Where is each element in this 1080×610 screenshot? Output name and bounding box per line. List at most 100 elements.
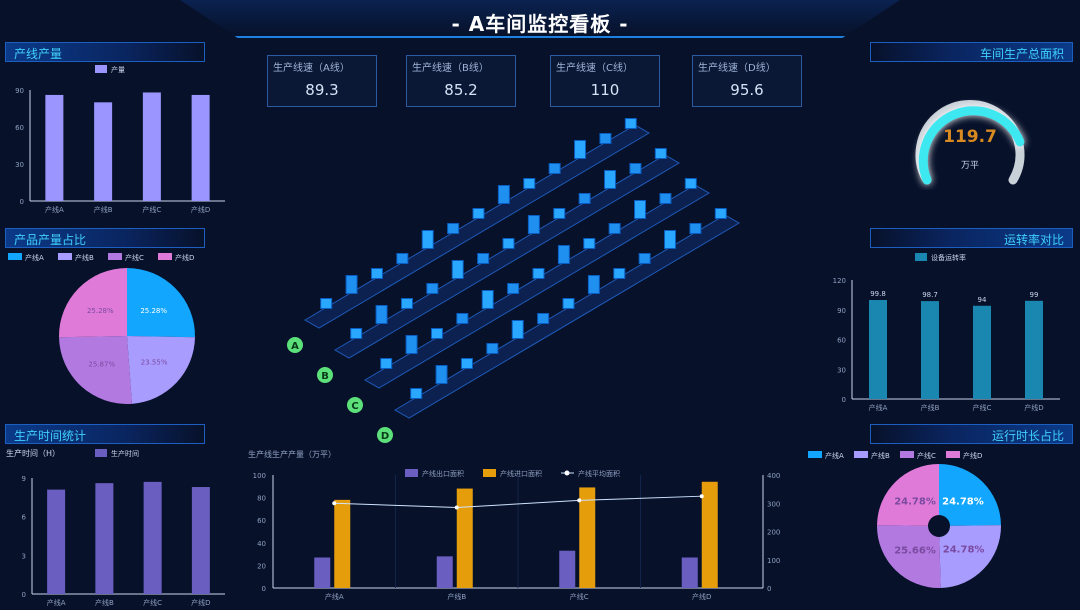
card-label: 生产线速（A线） xyxy=(273,63,350,74)
machine-unit xyxy=(511,320,524,339)
machine-unit xyxy=(486,343,499,354)
legend-swatch xyxy=(915,253,927,261)
card-label: 生产线速（B线） xyxy=(412,63,489,74)
bar-产线B xyxy=(921,301,939,399)
machine-unit xyxy=(608,223,621,234)
line-marker-C xyxy=(347,397,363,413)
data-label: 98.7 xyxy=(922,291,938,299)
card-value: 110 xyxy=(590,81,620,99)
machine-unit xyxy=(629,163,642,174)
line-point xyxy=(577,498,582,503)
legend-swatch xyxy=(58,253,72,260)
production-line-B xyxy=(334,148,680,359)
y2-tick-label: 300 xyxy=(767,500,780,508)
card-value: 85.2 xyxy=(444,81,478,99)
bar-产线C xyxy=(973,305,991,399)
machine-unit xyxy=(654,148,667,159)
line-series xyxy=(334,495,702,508)
conveyor-platform xyxy=(364,184,710,389)
y2-tick-label: 400 xyxy=(767,472,780,480)
legend-swatch xyxy=(483,469,496,477)
page-title: - A车间监控看板 - xyxy=(451,12,629,36)
machine-unit xyxy=(574,140,587,159)
y2-tick-label: 0 xyxy=(767,585,771,593)
machine-unit xyxy=(497,185,510,204)
card-label: 生产线速（D线） xyxy=(698,63,776,74)
legend-label: 产线平均面积 xyxy=(578,469,620,478)
y-axis-label: 生产时间（H） xyxy=(6,448,60,458)
legend-label: 产线C xyxy=(125,253,144,262)
line-point xyxy=(454,505,459,510)
line-speed-card-d: 生产线速（D线） 95.6 xyxy=(692,55,802,107)
machine-unit xyxy=(460,358,473,369)
y-tick-label: 90 xyxy=(837,307,846,315)
x-tick-label: 产线C xyxy=(142,205,161,214)
pie-slice-产线D xyxy=(59,268,127,338)
slice-label: 25.87% xyxy=(88,361,115,369)
machine-unit xyxy=(684,178,697,189)
slice-label: 25.66% xyxy=(894,545,936,556)
x-tick-label: 产线C xyxy=(143,598,162,607)
machine-unit xyxy=(502,238,515,249)
data-label: 99 xyxy=(1030,291,1039,299)
card-value: 95.6 xyxy=(730,81,764,99)
data-label: 99.8 xyxy=(870,290,886,298)
machine-unit xyxy=(472,208,485,219)
x-tick-label: 产线A xyxy=(325,592,344,601)
machine-unit xyxy=(451,260,464,279)
machine-unit xyxy=(447,223,460,234)
legend-marker xyxy=(564,470,570,476)
line-output-chart: 产量 0 30 60 90 产线A 产线B 产线C 产线D xyxy=(15,65,225,214)
bar-产线D xyxy=(1025,300,1043,399)
machine-unit xyxy=(507,283,520,294)
header-frame xyxy=(180,0,900,38)
legend-label: 产线D xyxy=(175,253,194,262)
factory-illustration: A B C D xyxy=(287,118,740,443)
slice-label: 24.78% xyxy=(942,497,984,508)
x-tick-label: 产线C xyxy=(570,592,589,601)
legend-swatch xyxy=(108,253,122,260)
y-tick-label: 60 xyxy=(257,517,266,525)
x-tick-label: 产线D xyxy=(692,592,711,601)
bar-产线出口面积 xyxy=(314,557,331,588)
x-tick-label: 产线B xyxy=(95,598,114,607)
machine-unit xyxy=(689,223,702,234)
panel-title-run-share: 运行时长占比 xyxy=(870,424,1073,444)
machine-unit xyxy=(477,253,490,264)
bar-产线进口面积 xyxy=(334,499,351,588)
pie-slice-产线A xyxy=(939,464,1001,526)
y2-tick-label: 100 xyxy=(767,557,780,565)
machine-unit xyxy=(527,215,540,234)
x-tick-label: 产线B xyxy=(921,403,940,412)
product-share-pie: 产线A 产线B 产线C 产线D 25.28% 23.55% 25.87% 25.28% xyxy=(8,253,195,404)
pie-slice-产线C xyxy=(59,336,132,404)
machine-unit xyxy=(523,178,536,189)
legend-swatch xyxy=(8,253,22,260)
machine-unit xyxy=(604,170,617,189)
machine-unit xyxy=(345,275,358,294)
x-tick-label: 产线A xyxy=(47,598,66,607)
panel-title-total-area: 车间生产总面积 xyxy=(870,42,1073,62)
pie-slice-产线A xyxy=(127,268,195,338)
line-point xyxy=(699,494,704,499)
machine-unit xyxy=(380,358,393,369)
uptime-chart: 设备运转率 0 30 60 90 120 产线A 99.8 产线B 98.7 产线C 94 产线D 99 xyxy=(833,253,1060,412)
x-tick-label: 产线B xyxy=(94,205,113,214)
line-marker-label: B xyxy=(321,371,329,382)
machine-unit xyxy=(548,163,561,174)
donut-hole xyxy=(928,515,950,537)
pie-slice-产线B xyxy=(939,525,1001,588)
legend-swatch xyxy=(808,451,822,458)
machine-unit xyxy=(624,118,637,129)
chart-title: 生产线生产产量（万平） xyxy=(248,449,336,459)
machine-unit xyxy=(537,313,550,324)
machine-unit xyxy=(562,298,575,309)
x-tick-label: 产线B xyxy=(447,592,466,601)
data-label: 94 xyxy=(978,296,987,304)
machine-unit xyxy=(320,298,333,309)
machine-unit xyxy=(350,328,363,339)
y-tick-label: 0 xyxy=(842,396,846,404)
area-combo-chart: 生产线生产产量（万平） 0 20 40 60 80 100 0 100 200 300 400 产线出口… xyxy=(248,449,780,601)
conveyor-platform xyxy=(334,154,680,359)
bar-产线C xyxy=(143,481,162,594)
